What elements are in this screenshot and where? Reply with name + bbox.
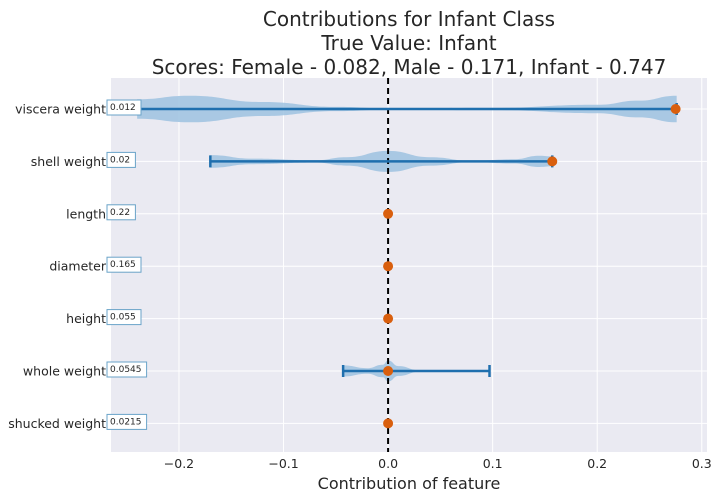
value-box [106,309,142,326]
value-box-label: 0.0545 [110,365,142,375]
x-tick-label: −0.1 [268,456,298,471]
x-tick-label: 0.0 [378,456,398,471]
value-box-label: 0.055 [110,313,136,323]
y-tick-label: length [66,206,106,221]
title-line-2: True Value: Infant [320,31,496,55]
plot-area [111,78,707,452]
value-box-label: 0.165 [110,260,136,270]
value-box [106,99,142,116]
y-tick-label: height [66,311,106,326]
point-shell-weight [547,156,558,167]
point-height [383,313,394,324]
x-tick-label: −0.2 [164,456,194,471]
value-box-label: 0.02 [110,155,130,165]
value-box [106,361,148,378]
y-tick-label: whole weight [23,364,106,379]
value-box-label: 0.0215 [110,417,142,427]
y-tick-labels: viscera weight shell weight length diameter… [8,102,107,431]
y-tick-label: diameter [49,259,107,274]
value-box [106,151,136,168]
value-box [106,256,142,273]
value-box-label: 0.012 [110,103,136,113]
x-tick-label: 0.3 [692,456,712,471]
value-boxes: 0.012 0.02 0.22 0.165 0.055 0.0545 0.0215 [106,99,148,430]
y-tick-label: shell weight [31,154,106,169]
y-tick-label: viscera weight [15,102,106,117]
x-tick-label: 0.2 [587,456,607,471]
value-box [106,204,136,221]
point-shucked-weight [383,418,394,429]
value-box [106,413,148,430]
point-diameter [383,261,394,272]
title-line-1: Contributions for Infant Class [263,7,555,31]
gridlines [111,78,707,452]
points [383,104,681,429]
x-tick-label: 0.1 [483,456,503,471]
y-tick-label: shucked weight [8,416,106,431]
point-whole-weight [383,366,394,376]
x-tick-labels: −0.2 −0.1 0.0 0.1 0.2 0.3 [164,456,712,471]
point-viscera-weight [670,104,681,114]
title-line-3: Scores: Female - 0.082, Male - 0.171, In… [152,55,667,79]
point-length [383,208,394,219]
value-box-label: 0.22 [110,208,130,218]
x-axis-label: Contribution of feature [318,474,501,493]
